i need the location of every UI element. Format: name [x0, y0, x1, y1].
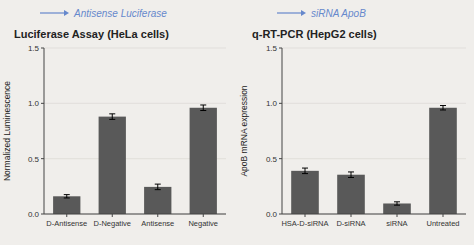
grid-line — [44, 103, 226, 104]
bar — [144, 187, 171, 214]
annotation: Antisense Luciferase — [73, 8, 167, 19]
y-tick-label: 1.0 — [28, 99, 40, 108]
y-axis-label: ApoB mRNA expression — [239, 85, 249, 176]
error-bar-cap — [109, 119, 115, 120]
chart-title: q-RT-PCR (HepG2 cells) — [252, 28, 377, 40]
annotation-arrowhead — [64, 10, 69, 16]
chart-canvas: Antisense Luciferase Luciferase Assay (He… — [0, 0, 474, 245]
error-bar — [348, 172, 354, 178]
annotation-arrow — [40, 12, 64, 13]
error-bar-line — [203, 105, 204, 111]
error-bar — [64, 195, 70, 198]
bar — [190, 108, 217, 214]
error-bar-cap — [394, 205, 400, 206]
x-tick — [157, 214, 158, 217]
y-tick-label: 0.5 — [266, 155, 278, 164]
y-tick-label: 1.5 — [28, 44, 40, 53]
annotation: siRNA ApoB — [311, 8, 366, 19]
y-tick-label: 1.0 — [266, 99, 278, 108]
annotation-arrow — [277, 12, 301, 13]
x-tick — [66, 214, 67, 217]
bar — [429, 108, 457, 214]
x-tick-label: HSA-D-siRNA — [281, 219, 328, 228]
error-bar-cap — [64, 197, 70, 198]
error-bar — [200, 105, 206, 111]
error-bar — [155, 184, 161, 190]
grid-line — [44, 214, 226, 215]
error-bar — [302, 168, 308, 174]
error-bar — [109, 114, 115, 120]
error-bar-cap — [348, 171, 354, 172]
plot-area — [291, 106, 457, 214]
error-bar — [440, 106, 446, 110]
plot-area — [53, 105, 217, 214]
y-axis-line — [282, 48, 283, 214]
bar — [337, 175, 365, 214]
error-bar-cap — [440, 105, 446, 106]
error-bar-line — [112, 114, 113, 120]
annotation-arrowhead — [301, 10, 306, 16]
x-tick-label: Untreated — [427, 219, 460, 228]
x-tick-label: Negative — [188, 219, 218, 228]
error-bar-cap — [64, 194, 70, 195]
x-tick-label: siRNA — [386, 219, 407, 228]
x-tick-label: D-Antisense — [46, 219, 87, 228]
x-tick-label: D-siRNA — [336, 219, 365, 228]
panel: siRNA ApoB q-RT-PCR (HepG2 cells) 0.0 0.5 1.… — [239, 8, 466, 229]
error-bar-line — [351, 172, 352, 178]
error-bar-cap — [155, 184, 161, 185]
error-bar-cap — [155, 189, 161, 190]
grid-line — [44, 48, 226, 49]
x-tick — [203, 214, 204, 217]
y-tick-label: 0.5 — [28, 155, 40, 164]
error-bar-line — [157, 184, 158, 190]
bar — [99, 117, 126, 214]
y-tick-label: 1.5 — [266, 44, 278, 53]
error-bar-cap — [394, 201, 400, 202]
error-bar-cap — [302, 173, 308, 174]
error-bar-cap — [200, 104, 206, 105]
chart-title: Luciferase Assay (HeLa cells) — [14, 28, 169, 40]
grid-line — [282, 48, 466, 49]
error-bar — [394, 202, 400, 205]
error-bar-cap — [302, 168, 308, 169]
error-bar-cap — [348, 177, 354, 178]
x-tick — [112, 214, 113, 217]
y-axis-line — [44, 48, 45, 214]
y-tick-label: 0.0 — [28, 210, 40, 219]
y-tick-label: 0.0 — [266, 210, 278, 219]
y-axis-label: Normalized Luminescence — [2, 81, 12, 181]
bar — [291, 171, 319, 214]
panel: Antisense Luciferase Luciferase Assay (He… — [2, 8, 226, 229]
x-tick-label: Antisense — [141, 219, 174, 228]
x-tick — [351, 214, 352, 217]
bar — [383, 203, 411, 214]
x-tick-label: D-Negative — [93, 219, 131, 228]
error-bar-cap — [200, 110, 206, 111]
x-tick — [397, 214, 398, 217]
error-bar-line — [305, 168, 306, 174]
error-bar-cap — [440, 109, 446, 110]
x-axis-line — [44, 214, 226, 215]
bar — [53, 196, 80, 214]
x-tick — [305, 214, 306, 217]
error-bar-cap — [109, 113, 115, 114]
x-tick — [443, 214, 444, 217]
x-axis-line — [282, 214, 466, 215]
grid-line — [282, 103, 466, 104]
grid-line — [282, 214, 466, 215]
error-bar-line — [443, 106, 444, 110]
